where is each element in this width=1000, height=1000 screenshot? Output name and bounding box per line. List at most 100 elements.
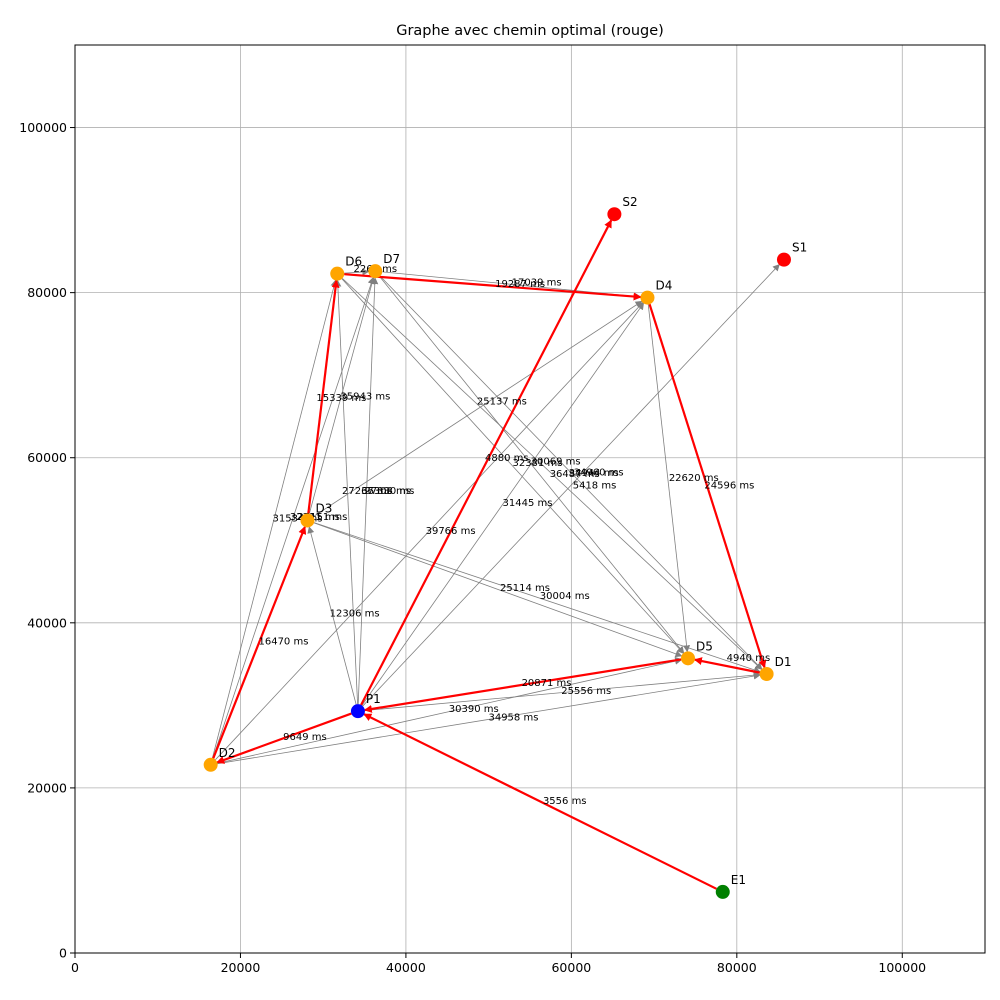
node-label-D6: D6 (345, 255, 362, 269)
node-label-D2: D2 (219, 746, 236, 760)
edge-weight-label: 36487 ms (550, 469, 600, 480)
node-D2 (203, 757, 218, 772)
edge-weight-label: 9649 ms (283, 732, 327, 743)
x-tick-label: 60000 (551, 960, 591, 975)
plot-frame (74, 44, 986, 954)
node-S2 (607, 207, 622, 222)
edge-weight-label: 34960 ms (574, 467, 624, 478)
node-D1 (759, 666, 774, 681)
optimal-path-P1-D2 (216, 712, 352, 764)
optimal-path-P1-S2 (360, 219, 613, 706)
edge-weight-label: 35943 ms (340, 391, 390, 402)
node-label-D1: D1 (775, 655, 792, 669)
edge-weight-label: 34958 ms (488, 712, 538, 723)
node-D7 (368, 264, 383, 279)
edge-D6-D5 (341, 278, 684, 654)
edge-weight-label: 17039 ms (512, 277, 562, 288)
edge-weight-label: 3556 ms (543, 796, 587, 807)
y-tick-label: 0 (59, 946, 67, 961)
chart-title: Graphe avec chemin optimal (rouge) (396, 23, 664, 39)
edge-D3-D4 (313, 300, 643, 517)
edge-P1-D7 (357, 277, 379, 705)
node-label-S1: S1 (792, 241, 807, 255)
edge-weight-label: 26151 ms (297, 512, 347, 523)
edge-weight-label: 32311 ms (290, 512, 340, 523)
edge-weight-label: 16470 ms (258, 636, 308, 647)
node-label-D4: D4 (655, 279, 672, 293)
node-P1 (350, 704, 365, 719)
node-label-D7: D7 (383, 252, 400, 266)
edge-D2-D1 (217, 672, 761, 765)
optimal-path-layer (212, 219, 767, 890)
edge-P1-D3 (307, 526, 357, 705)
edge-weight-label: 25114 ms (500, 583, 550, 594)
node-D5 (681, 651, 696, 666)
edge-weight-label: 5418 ms (573, 480, 617, 491)
edge-D6-D7 (344, 268, 370, 276)
y-tick-label: 100000 (19, 120, 67, 135)
x-tick-label: 80000 (717, 960, 757, 975)
edge-weight-label: 32381 ms (512, 458, 562, 469)
node-D4 (640, 290, 655, 305)
optimal-path-D2-D3 (212, 526, 307, 759)
edge-weight-label: 34944 ms (569, 468, 619, 479)
edge-weight-label: 25556 ms (561, 686, 611, 697)
edge-D6-D1 (342, 278, 763, 670)
edge-weight-label: 22620 ms (669, 473, 719, 484)
edge-weight-label: 37308 ms (361, 486, 411, 497)
edge-weight-label: 15339 ms (316, 393, 366, 404)
edge-weight-label: 4940 ms (727, 653, 771, 664)
grid (75, 45, 985, 953)
edge-D3-D5 (313, 522, 683, 658)
edge-D7-D1 (379, 275, 763, 670)
optimal-path-D4-D1 (648, 303, 767, 669)
edge-weight-label: 19287 ms (495, 279, 545, 290)
optimal-path-D1-D5 (693, 657, 760, 674)
edge-D7-D5 (379, 276, 685, 654)
edge-weight-label: 4880 ms (485, 453, 529, 464)
edge-P1-D4 (361, 302, 645, 706)
edge-D3-D7 (308, 276, 376, 514)
optimal-path-D6-D4 (344, 273, 642, 301)
edge-P1-D6 (334, 279, 358, 705)
edge-weight-label: 30004 ms (540, 591, 590, 602)
x-tick-label: 40000 (386, 960, 426, 975)
node-label-D5: D5 (696, 639, 713, 653)
x-tick-label: 20000 (221, 960, 261, 975)
edge-weight-label: 31534 ms (273, 513, 323, 524)
edge-weight-label: 31445 ms (503, 498, 553, 509)
edge-weight-label: 27330 ms (364, 486, 414, 497)
edge-weight-label: 20871 ms (522, 678, 572, 689)
optimal-path-E1-P1 (363, 713, 717, 890)
edge-weight-label: 30069 ms (531, 457, 581, 468)
edge-D2-D4 (215, 301, 644, 760)
y-tick-label: 20000 (27, 780, 67, 795)
edge-P1-D1 (364, 671, 761, 711)
optimal-path-D3-D6 (307, 279, 340, 514)
edge-D2-D7 (212, 276, 375, 759)
x-tick-label: 100000 (878, 960, 926, 975)
edge-weight-label: 27266 ms (342, 486, 392, 497)
optimal-path-D5-P1 (363, 658, 682, 713)
x-tick-label: 0 (71, 960, 79, 975)
node-D3 (300, 513, 315, 528)
edge-weight-label: 12306 ms (330, 608, 380, 619)
node-label-P1: P1 (366, 692, 381, 706)
edge-P1-S1 (362, 263, 780, 707)
tick-layer: 0 20000 40000 60000 80000 100000 0 20000 40000 60… (19, 120, 926, 975)
node-layer: E1 P1 S1 S2 D1 D2 D3 D4 D5 D6 D7 (203, 195, 807, 899)
edge-weight-label: 25137 ms (477, 396, 527, 407)
node-label-E1: E1 (731, 873, 746, 887)
node-S1 (776, 252, 791, 267)
y-tick-label: 60000 (27, 450, 67, 465)
node-D6 (330, 266, 345, 281)
edge-weight-label: 24596 ms (704, 480, 754, 491)
edge-D2-D5 (217, 657, 683, 764)
edge-D2-D6 (212, 279, 338, 759)
node-label-S2: S2 (622, 195, 637, 209)
y-tick-label: 40000 (27, 615, 67, 630)
edge-weight-label: 30390 ms (449, 704, 499, 715)
